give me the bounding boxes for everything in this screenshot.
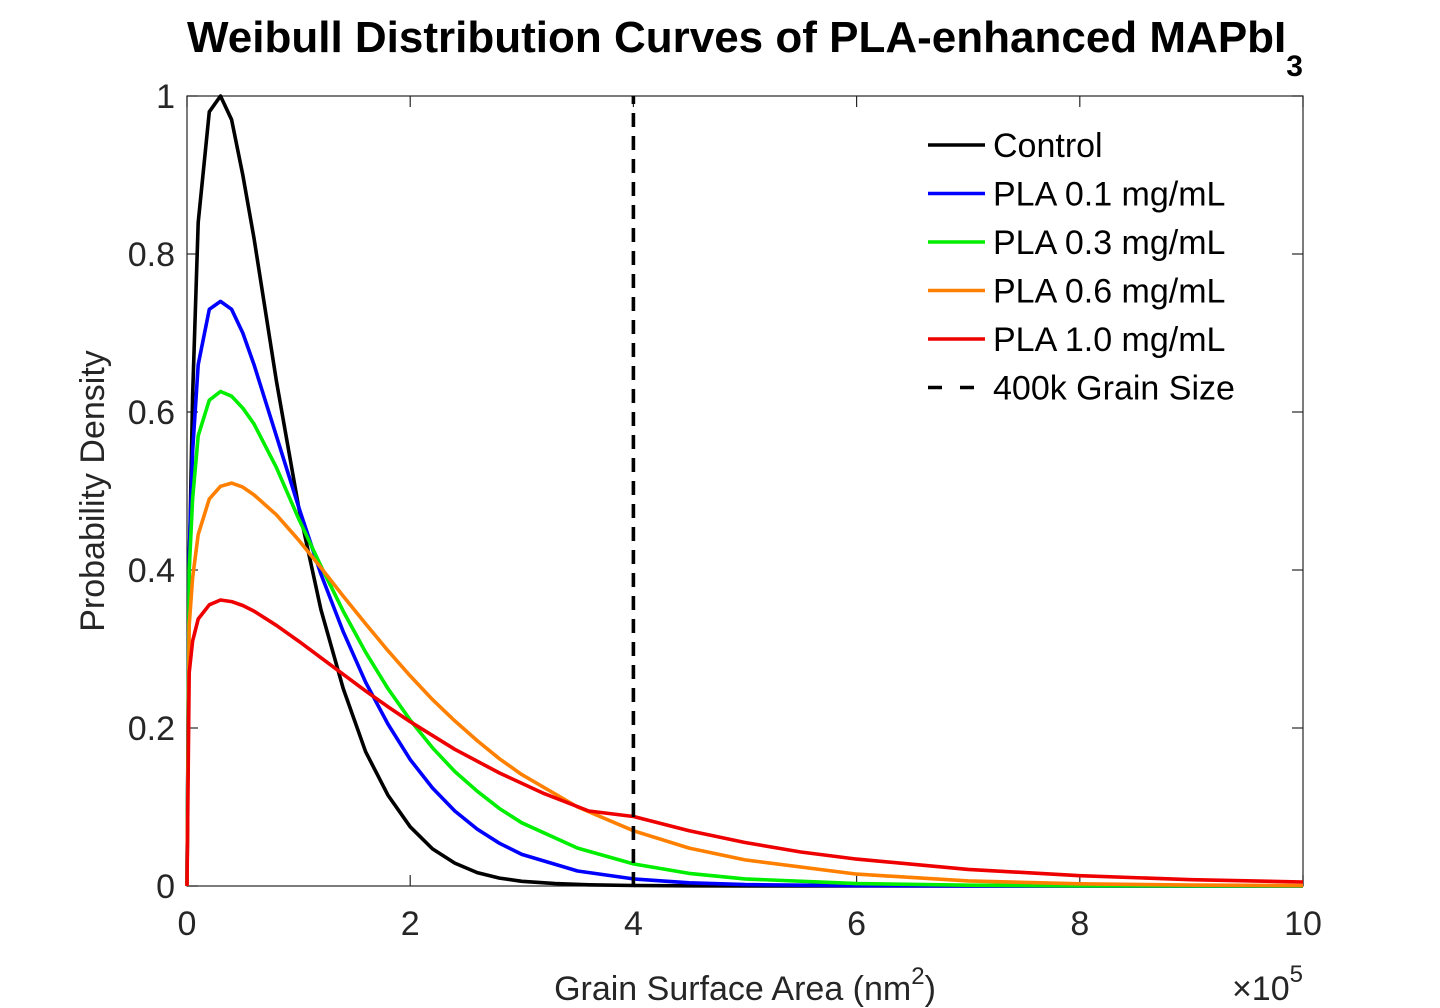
x-axis-exponent-power: 5 [1290,961,1303,988]
plot-area [185,94,1304,888]
y-tick-label: 0.4 [128,552,175,590]
y-tick-label: 1 [156,78,175,116]
legend-entry-label: Control [993,127,1103,165]
legend-entry-label: PLA 0.6 mg/mL [993,273,1225,311]
x-axis-label-superscript: 2 [911,963,924,990]
y-tick-label: 0.6 [128,394,175,432]
x-tick-label: 6 [847,905,866,943]
x-axis-exponent: ×105 [1232,961,1303,1008]
chart-title: Weibull Distribution Curves of PLA-enhan… [187,13,1303,83]
x-tick-label: 4 [624,905,643,943]
series-line-4 [185,598,1304,887]
legend-entry-label: PLA 1.0 mg/mL [993,321,1225,359]
x-tick-label: 8 [1070,905,1089,943]
y-tick-label: 0.2 [128,710,175,748]
legend: Control PLA 0.1 mg/mL PLA 0.3 mg/mL PLA 0.6… [915,118,1285,418]
y-axis-label: Probability Density [74,350,112,632]
chart-title-subscript: 3 [1286,50,1303,83]
tick-labels: 0 2 4 6 8 10 0 0.2 0.4 0.6 0.8 1 [128,78,1322,943]
legend-entry-label: 400k Grain Size [993,370,1235,408]
x-axis-label-suffix: ) [925,970,936,1008]
x-tick-label: 10 [1284,905,1322,943]
legend-entry-label: PLA 0.1 mg/mL [993,176,1225,214]
series-line-1 [185,299,1303,888]
x-axis-label: Grain Surface Area (nm2) [554,963,936,1008]
y-tick-label: 0 [156,868,175,906]
x-axis-exponent-base: ×10 [1232,970,1290,1008]
x-tick-label: 2 [401,905,420,943]
series-line-3 [185,481,1304,888]
series-line-2 [185,389,1304,888]
series-line-0 [185,94,1303,888]
legend-background [915,118,1285,418]
x-axis-label-main: Grain Surface Area (nm [554,970,911,1008]
chart-title-main: Weibull Distribution Curves of PLA-enhan… [187,13,1286,62]
x-tick-label: 0 [178,905,197,943]
series-lines [185,94,1304,888]
y-tick-label: 0.8 [128,236,175,274]
legend-entry-label: PLA 0.3 mg/mL [993,224,1225,262]
